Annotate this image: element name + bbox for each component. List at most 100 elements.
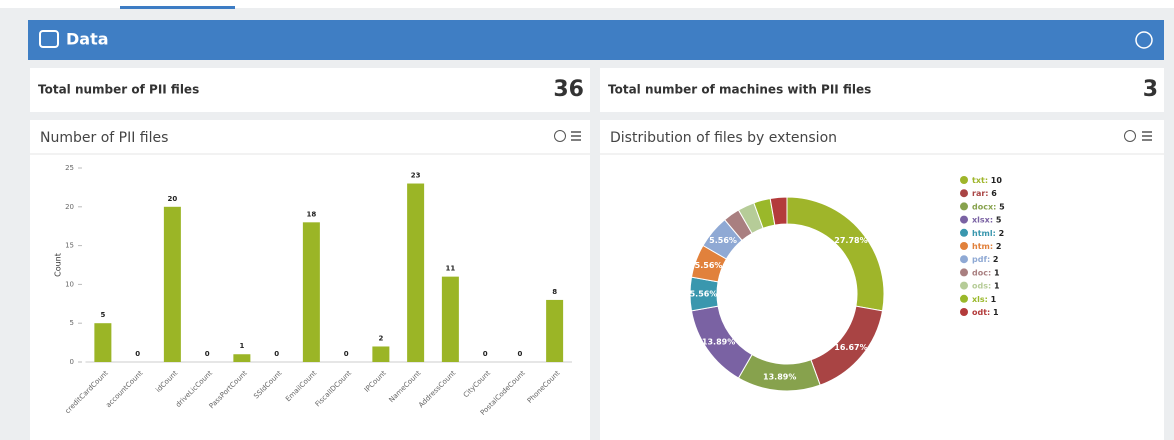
data-label: 0: [517, 350, 522, 358]
legend-entry: rar: 6: [972, 189, 997, 198]
legend-separator: :: [987, 308, 993, 317]
legend-separator: :: [990, 215, 996, 224]
legend-value: 5: [999, 202, 1005, 211]
download-icon[interactable]: [1135, 31, 1153, 49]
legend-separator: :: [993, 202, 999, 211]
legend-value: 5: [996, 215, 1002, 224]
legend-value: 1: [991, 294, 997, 303]
legend-entry: htm: 2: [972, 242, 1001, 251]
legend-name: odt: [972, 308, 987, 317]
legend-name: rar: [972, 189, 985, 198]
legend-separator: :: [993, 228, 999, 237]
y-tick-label: 20: [65, 203, 74, 211]
legend-value: 6: [991, 189, 997, 198]
data-label: 18: [307, 210, 317, 218]
bar: [163, 206, 181, 362]
legend-value: 2: [996, 242, 1002, 251]
legend-value: 10: [991, 176, 1003, 185]
legend-entry: pdf: 2: [972, 255, 999, 264]
legend-swatch: [960, 281, 968, 290]
legend-swatch: [960, 176, 968, 184]
legend-swatch: [960, 228, 968, 237]
data-label: 0: [344, 350, 349, 358]
y-tick-label: 0: [70, 358, 74, 366]
kpi-card: [30, 68, 590, 112]
legend-name: pdf: [972, 255, 987, 264]
bar: [94, 323, 112, 362]
header-title: Data: [66, 30, 109, 49]
legend-separator: :: [988, 281, 994, 290]
menu-icon[interactable]: [571, 131, 581, 141]
active-tab[interactable]: [120, 6, 235, 9]
legend-name: htm: [972, 242, 990, 251]
legend-entry: odt: 1: [972, 308, 999, 317]
bar: [302, 222, 320, 362]
legend-separator: :: [988, 268, 994, 277]
y-tick-label: 25: [65, 164, 74, 172]
data-label: 1: [239, 342, 244, 350]
legend-separator: :: [985, 294, 991, 303]
kpi-label: Total number of machines with PII files: [608, 83, 871, 97]
data-label: 2: [378, 334, 383, 342]
data-label: 11: [446, 265, 456, 273]
legend-swatch: [960, 308, 968, 316]
legend-swatch: [960, 294, 968, 303]
legend-swatch: [960, 268, 968, 277]
y-tick-label: 5: [70, 319, 74, 327]
slice-label: 5.56%: [695, 261, 723, 270]
legend-name: html: [972, 228, 993, 237]
y-tick-label: 15: [65, 242, 74, 250]
legend-name: doc: [972, 268, 988, 277]
bar: [546, 299, 564, 362]
kpi-value: 3: [1143, 77, 1158, 102]
slice-label: 5.56%: [690, 290, 718, 299]
slice-label: 27.78%: [834, 236, 867, 245]
slice-label: 13.89%: [702, 337, 735, 346]
legend-separator: :: [990, 242, 996, 251]
slice-label: 5.56%: [709, 236, 737, 245]
legend-entry: txt: 10: [972, 176, 1002, 185]
legend-swatch: [960, 215, 968, 224]
data-label: 23: [411, 172, 421, 180]
legend-entry: xlsx: 5: [972, 215, 1002, 224]
data-label: 0: [135, 350, 140, 358]
legend-name: txt: [972, 176, 985, 185]
y-tick-label: 10: [65, 280, 74, 288]
legend-separator: :: [987, 255, 993, 264]
legend-swatch: [960, 189, 968, 198]
data-label: 20: [168, 195, 178, 203]
slice-label: 16.67%: [834, 343, 867, 352]
legend-entry: xls: 1: [972, 294, 997, 303]
legend-entry: docx: 5: [972, 202, 1005, 211]
legend-swatch: [960, 242, 968, 250]
menu-icon[interactable]: [1142, 131, 1152, 141]
legend-entry: doc: 1: [972, 268, 1000, 277]
legend-separator: :: [985, 176, 991, 185]
legend-value: 2: [993, 255, 999, 264]
chart-title: Distribution of files by extension: [610, 130, 837, 146]
data-label: 0: [274, 350, 279, 358]
legend-value: 2: [999, 228, 1005, 237]
legend-name: docx: [972, 202, 994, 211]
data-label: 5: [100, 311, 105, 319]
section-header: [28, 20, 1164, 60]
legend-value: 1: [994, 268, 1000, 277]
bar: [407, 183, 425, 362]
bar: [233, 354, 251, 362]
bar: [372, 346, 390, 362]
legend-name: xlsx: [972, 215, 991, 224]
data-label: 0: [205, 350, 210, 358]
legend-swatch: [960, 255, 968, 264]
legend-entry: ods: 1: [972, 281, 1000, 290]
slice-label: 13.89%: [763, 373, 796, 382]
download-icon[interactable]: [554, 130, 566, 142]
header-icon: [39, 30, 59, 48]
kpi-card: [600, 68, 1164, 112]
legend-value: 1: [994, 281, 1000, 290]
data-label: 0: [483, 350, 488, 358]
download-icon[interactable]: [1124, 130, 1136, 142]
y-axis-label: Count: [54, 253, 63, 277]
slice: [769, 196, 788, 226]
chart-title: Number of PII files: [40, 130, 168, 146]
legend-entry: html: 2: [972, 228, 1004, 237]
